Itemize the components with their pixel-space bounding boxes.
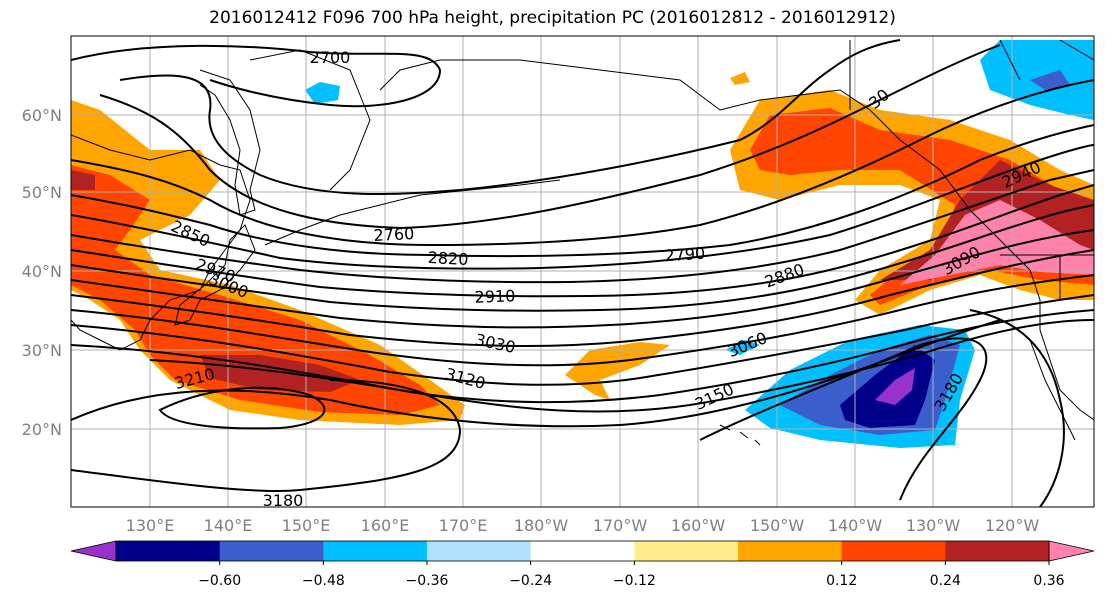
contour-3030	[71, 274, 1094, 367]
lon-label: 140°E	[204, 516, 253, 535]
lon-label: 160°W	[671, 516, 726, 535]
lon-label: 150°W	[750, 516, 805, 535]
siberia-coast	[249, 49, 371, 191]
lon-label: 170°W	[593, 516, 648, 535]
colorbar-tick-label: −0.36	[406, 573, 449, 589]
japan-coast	[174, 224, 256, 326]
precip-area-central-pacific	[565, 342, 670, 400]
lon-label: 170°E	[439, 516, 488, 535]
contour-2850	[71, 144, 1094, 270]
colorbar-tick-label: 0.36	[1033, 573, 1064, 589]
colorbar-tick-label: −0.60	[198, 573, 241, 589]
colorbar-frame	[115, 540, 1050, 562]
contour-3210	[158, 386, 326, 430]
lon-label: 140°W	[828, 516, 883, 535]
contour-label: 2760	[373, 224, 415, 245]
contour-2760	[99, 44, 1001, 230]
map-frame	[70, 35, 1095, 508]
lon-label: 160°E	[361, 516, 410, 535]
lon-label: 130°W	[906, 516, 961, 535]
lon-label: 150°E	[282, 516, 331, 535]
lat-label: 50°N	[22, 183, 62, 202]
colorbar-swatch	[323, 541, 428, 561]
longitude-labels: 130°E 140°E 150°E 160°E 170°E 180°W 170°W 160°W…	[126, 516, 1040, 535]
canada-interior	[849, 39, 1094, 110]
contour-3060	[71, 294, 1094, 386]
precip-area-nw-us-pink	[900, 200, 1094, 285]
alaska-coast	[379, 59, 991, 231]
colorbar-tick-label: 0.24	[930, 573, 961, 589]
precip-area-subtropical-purple	[875, 368, 915, 405]
contour-3090	[71, 309, 1094, 404]
contour-label: 3120	[443, 364, 487, 393]
contour-3150	[71, 319, 1001, 428]
colorbar-tick-label: −0.12	[613, 573, 656, 589]
contour-2940	[71, 204, 1094, 312]
coastlines	[71, 39, 1094, 446]
precip-area-west-pacific-darkred-2	[71, 170, 95, 190]
contour-2700	[71, 44, 442, 108]
colorbar-swatch	[116, 541, 221, 561]
map-title: 2016012412 F096 700 hPa height, precipit…	[209, 8, 896, 28]
latitude-labels: 60°N 50°N 40°N 30°N 20°N	[22, 106, 62, 439]
lat-label: 60°N	[22, 106, 62, 125]
colorbar-swatch	[219, 541, 324, 561]
contour-label: 2850	[168, 216, 213, 250]
contour-label: 2820	[427, 248, 469, 269]
colorbar-tick-label: −0.48	[302, 573, 345, 589]
contour-2790	[71, 79, 1094, 247]
contour-label: 2700	[310, 48, 351, 67]
colorbar-swatch	[945, 541, 1050, 561]
lon-label: 120°W	[985, 516, 1040, 535]
baja-coast	[1029, 339, 1076, 441]
contour-3180-east-outer	[969, 309, 1065, 507]
contour-2730-a	[119, 39, 901, 196]
colorbar-swatch	[427, 541, 532, 561]
kamchatka-coast	[199, 69, 261, 216]
colorbar-tick-label: 0.12	[826, 573, 857, 589]
contour-3180-west	[71, 379, 462, 492]
precip-area-bering-blue	[305, 82, 340, 104]
contour-2880	[71, 169, 1094, 284]
colorbar-max-extend	[1048, 540, 1095, 562]
colorbar-swatch	[738, 541, 843, 561]
lon-label: 130°E	[126, 516, 175, 535]
colorbar-swatch	[530, 541, 635, 561]
lat-label: 20°N	[22, 420, 62, 439]
contour-2910	[71, 184, 1094, 298]
lat-label: 30°N	[22, 341, 62, 360]
colorbar-min-extend	[70, 540, 117, 562]
colorbar-swatch	[841, 541, 946, 561]
contour-3000	[71, 249, 1094, 347]
contour-label: 3180	[263, 491, 304, 510]
contour-label: 2790	[664, 244, 706, 266]
precip-area-west-pacific-darkred	[200, 355, 360, 392]
colorbar-swatch	[634, 541, 739, 561]
contour-3180-east	[699, 337, 988, 501]
contour-2820	[71, 124, 1094, 258]
lat-label: 40°N	[22, 262, 62, 281]
us-borders	[1000, 254, 1094, 300]
precip-area-subtropical-navy	[840, 345, 935, 428]
precip-area-alaska-small	[730, 72, 750, 85]
precip-area-ne-corner-darkblue	[1030, 70, 1070, 90]
na-west-coast	[989, 229, 1094, 421]
aleutians	[264, 179, 561, 246]
lon-label: 180°W	[514, 516, 569, 535]
colorbar: −0.60−0.48−0.36−0.24−0.120.120.240.360.4…	[70, 540, 1095, 589]
colorbar-tick-label: −0.24	[509, 573, 552, 589]
contour-label: 2910	[474, 286, 515, 306]
contour-2970	[71, 229, 1094, 329]
precip-area-small-blue	[725, 340, 760, 355]
contour-label: 3030	[473, 330, 517, 357]
height-contours	[71, 39, 1094, 507]
